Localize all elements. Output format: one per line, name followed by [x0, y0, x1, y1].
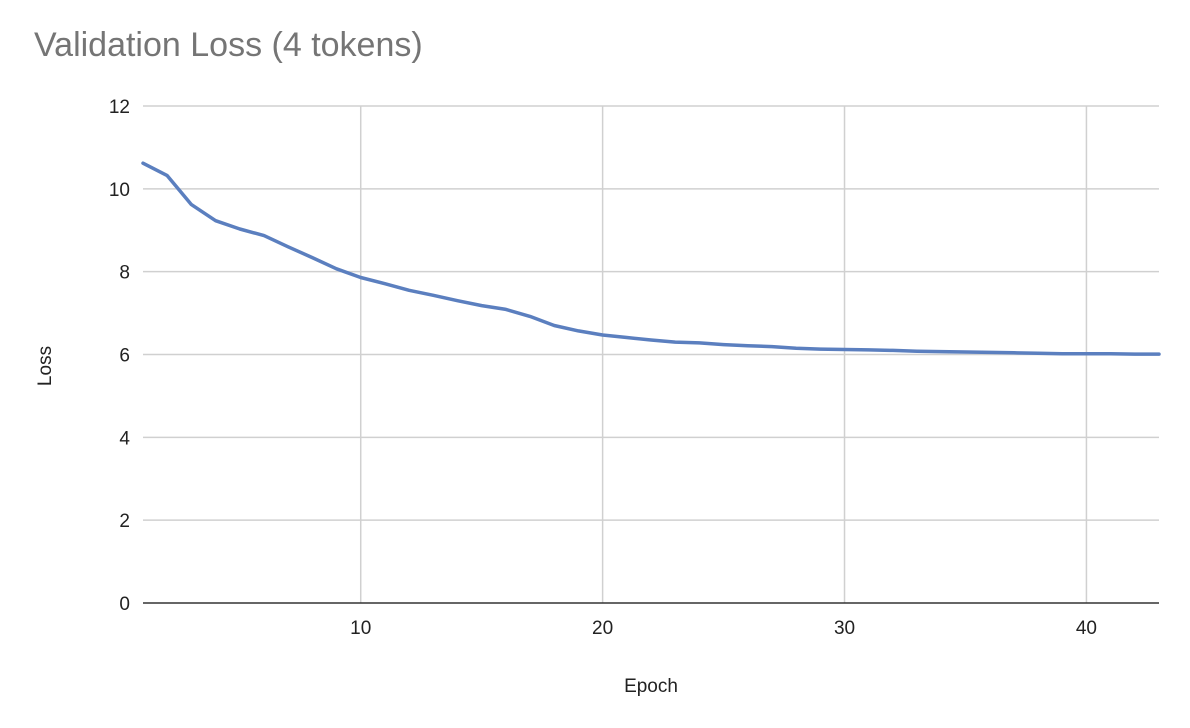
- x-tick-label: 30: [834, 618, 855, 639]
- y-tick-label: 8: [119, 263, 130, 284]
- grid-lines: [143, 105, 1159, 603]
- chart-title: Validation Loss (4 tokens): [34, 26, 423, 64]
- series-line: [141, 161, 1161, 356]
- x-tick-label: 20: [592, 618, 613, 639]
- y-tick-labels: 0 2 4 6 8 10 12: [109, 97, 131, 615]
- y-tick-label: 4: [119, 428, 130, 449]
- series-layer: [141, 161, 1161, 356]
- y-tick-label: 6: [119, 346, 130, 367]
- x-tick-label: 40: [1076, 618, 1097, 639]
- x-tick-label: 10: [350, 618, 371, 639]
- y-tick-label: 2: [119, 511, 130, 532]
- y-tick-label: 12: [109, 97, 130, 118]
- y-tick-label: 10: [109, 180, 130, 201]
- y-tick-label: 0: [119, 594, 130, 615]
- x-axis-title: Epoch: [624, 676, 678, 697]
- x-tick-labels: 10 20 30 40: [350, 618, 1097, 639]
- y-axis-title: Loss: [35, 345, 56, 387]
